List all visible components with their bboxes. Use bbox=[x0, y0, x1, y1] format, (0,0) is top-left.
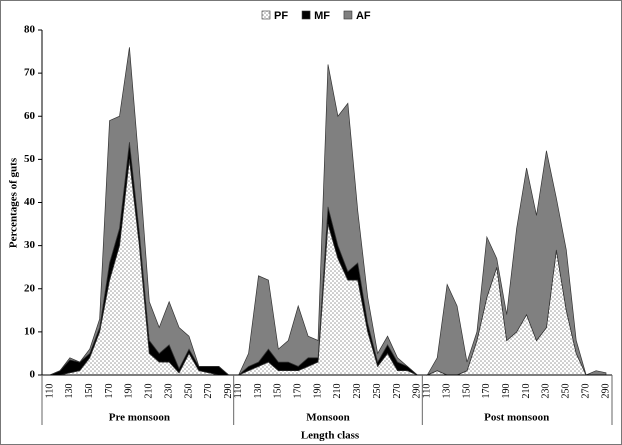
x-tick-label: 290 bbox=[600, 384, 611, 399]
x-tick-label: 230 bbox=[352, 384, 363, 399]
x-tick-label: 290 bbox=[223, 384, 234, 399]
x-tick-label: 290 bbox=[412, 384, 423, 399]
y-tick-label: 80 bbox=[24, 24, 36, 36]
x-tick-label: 250 bbox=[372, 384, 383, 399]
legend-label: AF bbox=[356, 10, 371, 22]
y-tick-label: 10 bbox=[24, 325, 36, 337]
y-tick-label: 50 bbox=[24, 153, 36, 165]
x-tick-label: 150 bbox=[461, 384, 472, 399]
x-tick-label: 190 bbox=[312, 384, 323, 399]
x-tick-label: 250 bbox=[183, 384, 194, 399]
legend-label: PF bbox=[274, 10, 288, 22]
x-tick-label: 270 bbox=[580, 384, 591, 399]
y-tick-label: 0 bbox=[30, 369, 36, 381]
x-tick-label: 150 bbox=[273, 384, 284, 399]
x-tick-label: 110 bbox=[422, 384, 433, 399]
y-tick-label: 30 bbox=[24, 239, 36, 251]
x-tick-label: 230 bbox=[541, 384, 552, 399]
x-tick-label: 170 bbox=[481, 384, 492, 399]
x-tick-label: 110 bbox=[44, 384, 55, 399]
x-tick-label: 250 bbox=[561, 384, 572, 399]
x-tick-label: 210 bbox=[144, 384, 155, 399]
x-tick-label: 270 bbox=[203, 384, 214, 399]
legend-label: MF bbox=[314, 10, 330, 22]
group-label: Monsoon bbox=[306, 412, 349, 424]
group-label: Post monsoon bbox=[484, 412, 549, 424]
area bbox=[426, 150, 607, 376]
x-tick-label: 130 bbox=[253, 384, 264, 399]
y-tick-label: 20 bbox=[24, 282, 36, 294]
x-tick-label: 210 bbox=[521, 384, 532, 399]
y-tick-label: 60 bbox=[24, 110, 36, 122]
x-tick-label: 110 bbox=[233, 384, 244, 399]
legend-swatch bbox=[343, 10, 353, 20]
x-tick-label: 210 bbox=[332, 384, 343, 399]
x-tick-label: 130 bbox=[441, 384, 452, 399]
y-axis-label: Percentages of guts bbox=[8, 157, 20, 248]
x-tick-label: 170 bbox=[104, 384, 115, 399]
x-tick-label: 150 bbox=[84, 384, 95, 399]
x-tick-label: 230 bbox=[163, 384, 174, 399]
x-axis-label: Length class bbox=[301, 430, 360, 442]
x-tick-label: 270 bbox=[392, 384, 403, 399]
x-tick-label: 130 bbox=[64, 384, 75, 399]
y-tick-label: 40 bbox=[24, 196, 36, 208]
legend-swatch bbox=[261, 10, 271, 20]
x-tick-label: 170 bbox=[293, 384, 304, 399]
group-label: Pre monsoon bbox=[109, 412, 170, 424]
x-tick-label: 190 bbox=[501, 384, 512, 399]
legend-swatch bbox=[301, 10, 311, 20]
y-tick-label: 70 bbox=[24, 67, 36, 79]
x-tick-label: 190 bbox=[124, 384, 135, 399]
